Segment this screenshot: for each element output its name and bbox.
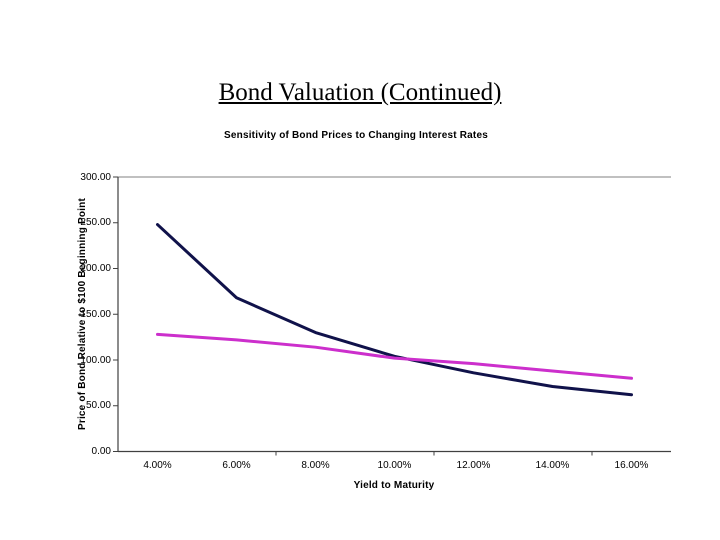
x-tick-label: 12.00% bbox=[456, 460, 491, 471]
series-line-navy bbox=[156, 223, 633, 397]
x-tick-label: 4.00% bbox=[143, 460, 172, 471]
x-tick-label: 10.00% bbox=[377, 460, 412, 471]
y-tick-label: 50.00 bbox=[85, 400, 111, 412]
series-line-magenta bbox=[156, 332, 633, 380]
x-tick-label: 16.00% bbox=[614, 460, 649, 471]
y-tick-label: 100.00 bbox=[80, 354, 111, 366]
y-tick-label: 150.00 bbox=[80, 308, 111, 320]
y-tick-label: 200.00 bbox=[80, 263, 111, 274]
x-tick-label: 8.00% bbox=[301, 460, 330, 471]
x-tick-label: 6.00% bbox=[222, 460, 251, 471]
page-title: Bond Valuation (Continued) bbox=[218, 79, 502, 106]
x-tick-label: 14.00% bbox=[535, 460, 570, 471]
chart-title: Sensitivity of Bond Prices to Changing I… bbox=[224, 130, 488, 141]
y-tick-label: 300.00 bbox=[80, 171, 111, 183]
y-tick-label: 0.00 bbox=[91, 446, 111, 457]
x-axis-title: Yield to Maturity bbox=[353, 480, 435, 491]
y-tick-label: 250.00 bbox=[80, 217, 111, 229]
